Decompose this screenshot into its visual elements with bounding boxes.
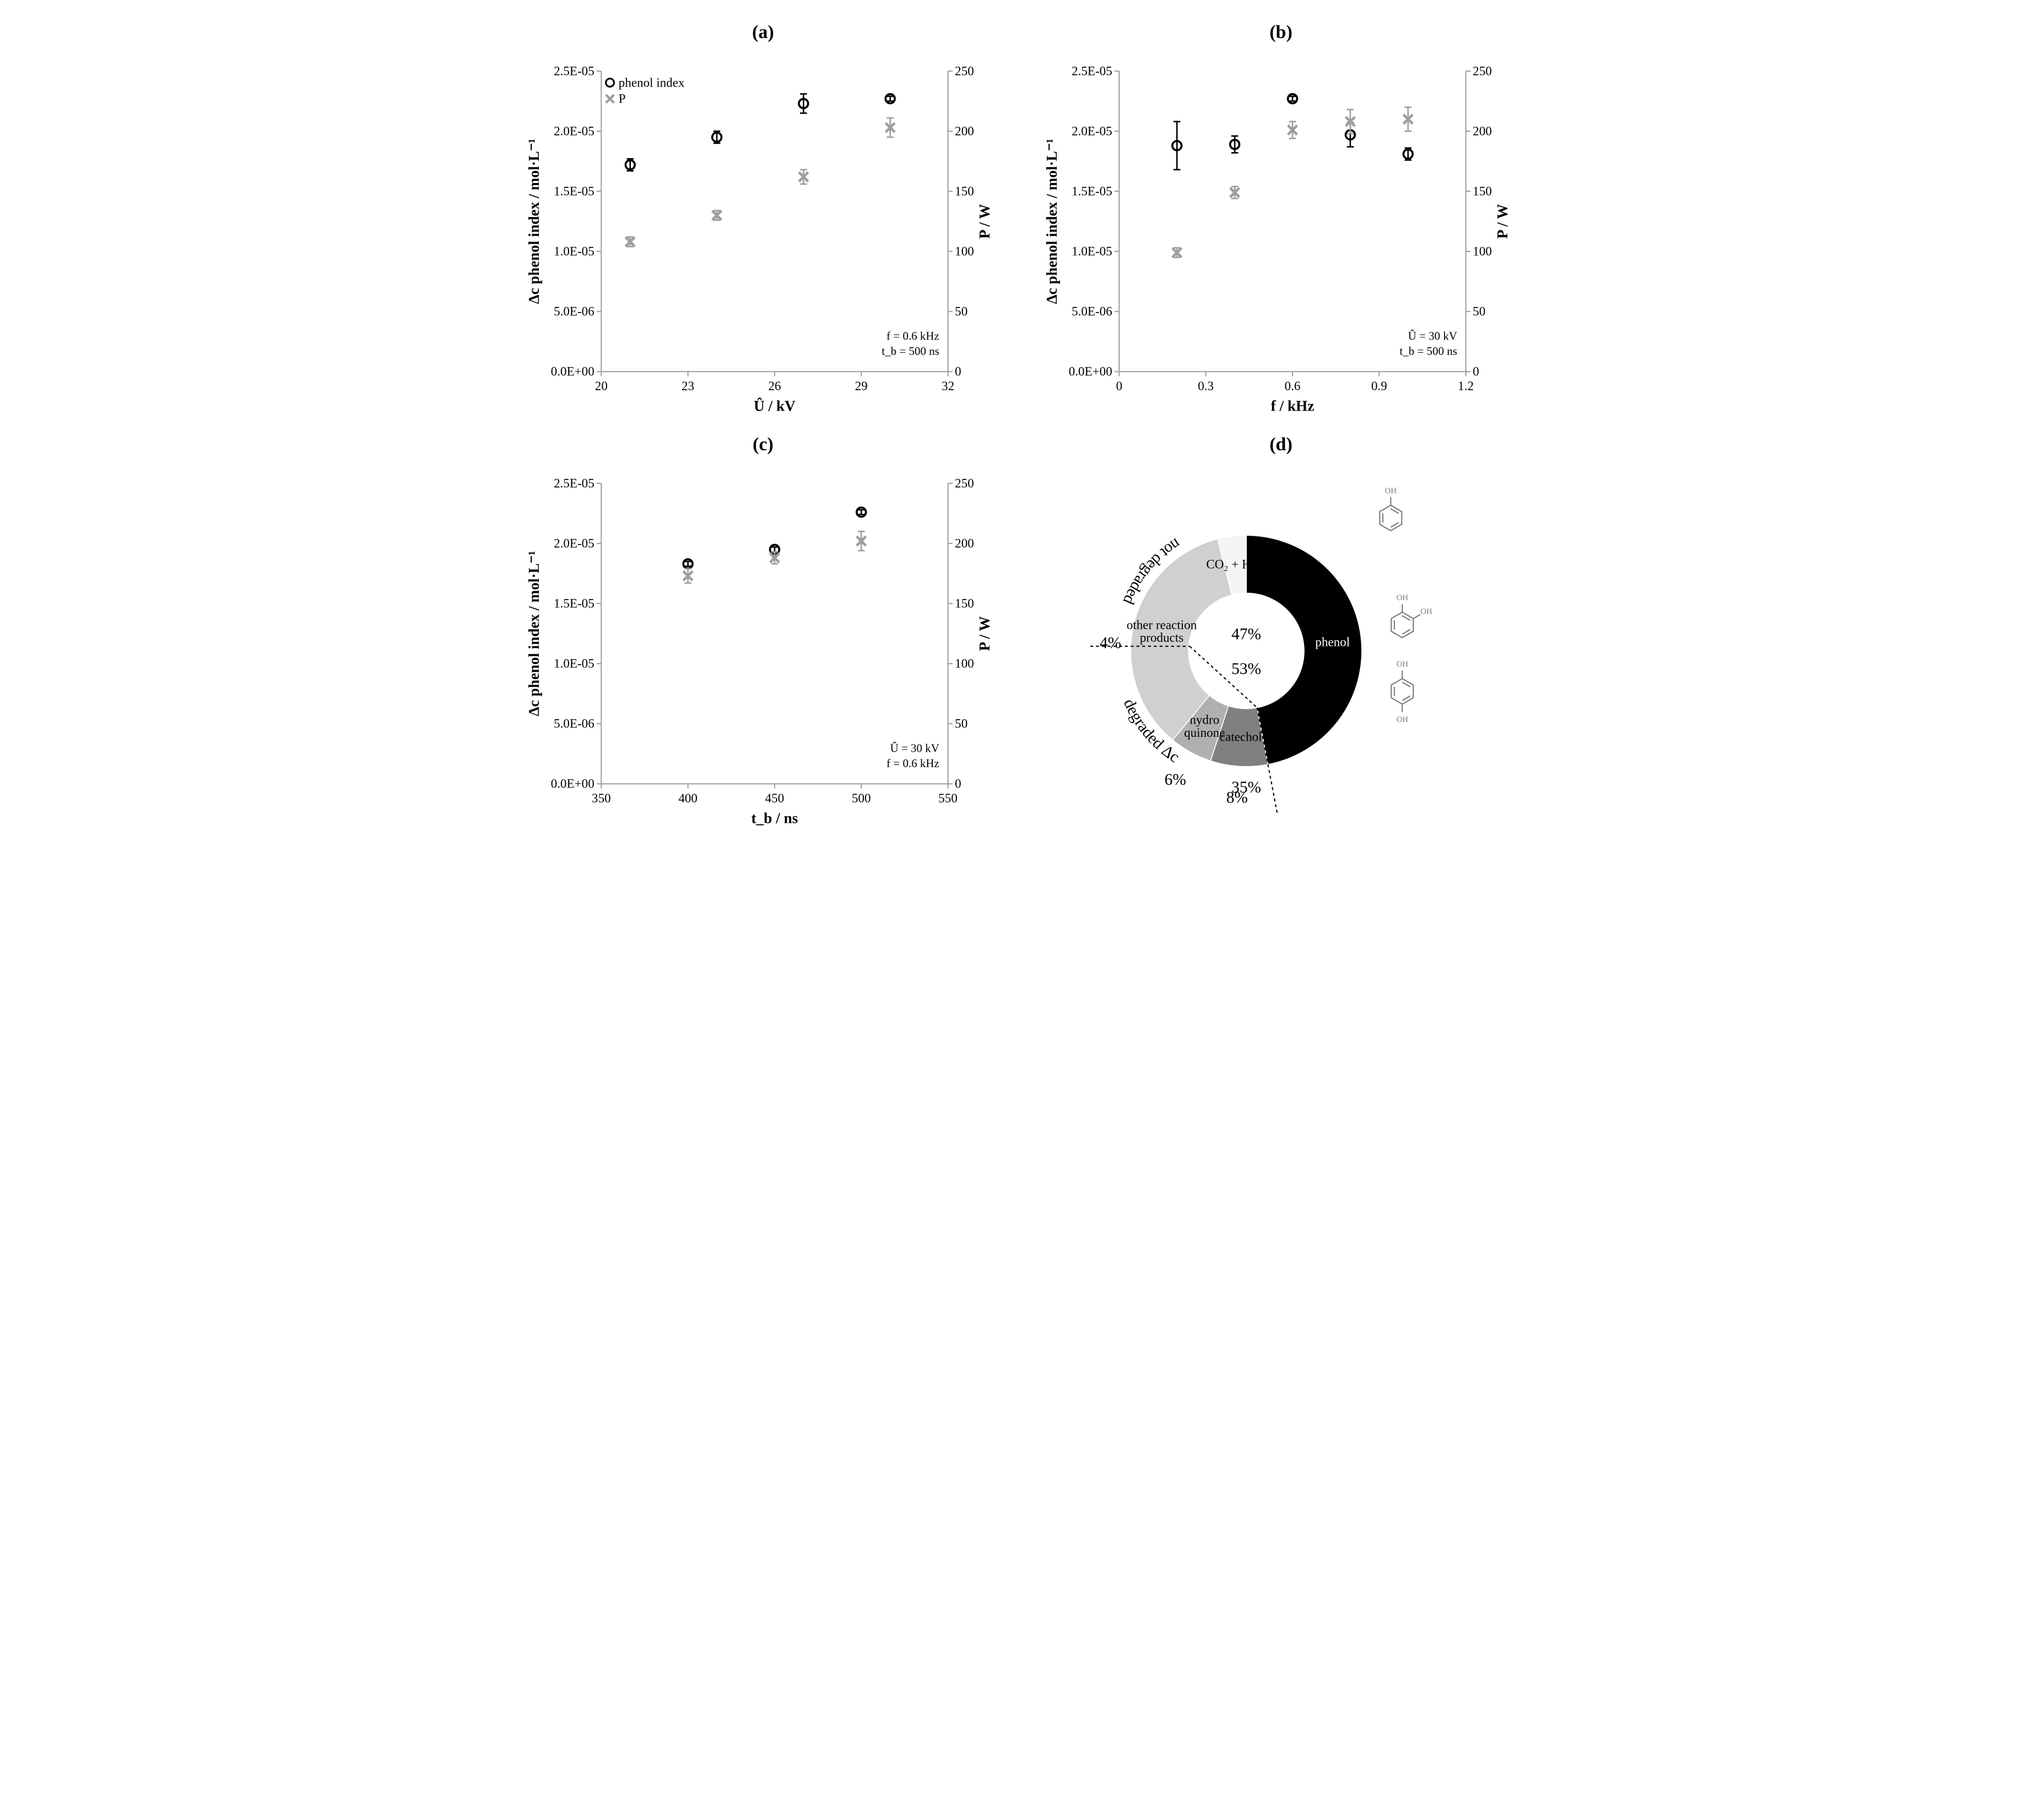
svg-text:phenol: phenol (1315, 635, 1350, 649)
svg-text:quinone: quinone (1184, 725, 1225, 740)
svg-text:47%: 47% (1231, 625, 1261, 643)
svg-text:t_b / ns: t_b / ns (751, 810, 798, 827)
chart-b: 0 0.3 0.6 0.9 1.2 0.0E+00 5.0E-06 1.0E-05 1.5E-0… (1044, 60, 1518, 418)
svg-text:6%: 6% (1165, 771, 1186, 789)
svg-text:Û = 30 kV: Û = 30 kV (890, 742, 939, 755)
svg-text:0.9: 0.9 (1371, 379, 1387, 393)
svg-text:2.5E-05: 2.5E-05 (1072, 63, 1112, 78)
chart-a: 20 23 26 29 32 0.0E+00 5.0E-06 1.0E-05 1.5E-05 2.… (526, 60, 1000, 418)
svg-text:0: 0 (955, 364, 961, 379)
svg-text:CO₂ + H₂O: CO₂ + H₂O (1206, 557, 1264, 571)
svg-text:1.5E-05: 1.5E-05 (554, 596, 594, 611)
svg-text:1.5E-05: 1.5E-05 (554, 184, 594, 198)
svg-text:Δc phenol index / mol·L⁻¹: Δc phenol index / mol·L⁻¹ (526, 551, 542, 716)
svg-text:450: 450 (765, 791, 785, 805)
svg-text:5.0E-06: 5.0E-06 (554, 716, 594, 731)
svg-text:250: 250 (1473, 63, 1492, 78)
svg-text:50: 50 (1473, 304, 1485, 319)
svg-text:OH: OH (1397, 594, 1409, 602)
panel-label-d: (d) (1044, 434, 1518, 455)
svg-text:Δc phenol index / mol·L⁻¹: Δc phenol index / mol·L⁻¹ (526, 139, 542, 304)
panel-label-c: (c) (526, 434, 1000, 455)
svg-text:P: P (619, 91, 626, 106)
svg-text:catechol: catechol (1220, 730, 1262, 744)
svg-text:Δc phenol index / mol·L⁻¹: Δc phenol index / mol·L⁻¹ (1044, 139, 1060, 304)
svg-text:20: 20 (595, 379, 608, 393)
svg-text:0.0E+00: 0.0E+00 (551, 364, 594, 379)
svg-text:f = 0.6 kHz: f = 0.6 kHz (886, 757, 939, 770)
svg-text:f / kHz: f / kHz (1271, 398, 1315, 414)
svg-text:1.5E-05: 1.5E-05 (1072, 184, 1112, 198)
svg-text:2.0E-05: 2.0E-05 (554, 536, 594, 551)
svg-text:1.2: 1.2 (1458, 379, 1474, 393)
svg-text:OH: OH (1420, 607, 1432, 616)
svg-text:0: 0 (1116, 379, 1123, 393)
svg-text:250: 250 (955, 63, 974, 78)
chart-c: 3504004505005500.0E+005.0E-061.0E-051.5E… (526, 472, 1000, 830)
svg-text:5.0E-06: 5.0E-06 (554, 304, 594, 319)
svg-text:4%: 4% (1100, 634, 1121, 652)
svg-text:P / W: P / W (1494, 204, 1511, 239)
svg-text:250: 250 (955, 476, 974, 490)
svg-text:32: 32 (942, 379, 954, 393)
svg-text:1.0E-05: 1.0E-05 (554, 244, 594, 258)
chart-d: phenolcatechol8%hydroquinone6%other reac… (1044, 472, 1518, 830)
svg-text:150: 150 (955, 596, 974, 611)
svg-text:400: 400 (678, 791, 697, 805)
panel-label-b: (b) (1044, 22, 1518, 43)
figure-grid: (a) (b) 20 23 26 29 32 0.0E+00 5.0E-06 1.0E-05 1… (526, 22, 1518, 830)
svg-text:550: 550 (938, 791, 958, 805)
svg-text:0.0E+00: 0.0E+00 (551, 776, 594, 791)
svg-text:53%: 53% (1231, 660, 1261, 678)
svg-text:26: 26 (768, 379, 781, 393)
svg-text:OH: OH (1397, 660, 1409, 669)
svg-text:1.0E-05: 1.0E-05 (554, 656, 594, 671)
svg-text:200: 200 (1473, 123, 1492, 138)
svg-text:100: 100 (955, 244, 974, 258)
svg-text:0: 0 (955, 776, 961, 791)
svg-text:phenol index: phenol index (619, 75, 685, 89)
svg-text:P / W: P / W (976, 204, 993, 239)
svg-text:100: 100 (955, 656, 974, 671)
svg-text:Û / kV: Û / kV (754, 398, 796, 414)
svg-text:0.3: 0.3 (1198, 379, 1214, 393)
svg-text:35%: 35% (1231, 779, 1261, 796)
svg-text:0.0E+00: 0.0E+00 (1069, 364, 1112, 379)
svg-text:P / W: P / W (976, 616, 993, 651)
svg-text:OH: OH (1385, 487, 1397, 495)
svg-text:2.0E-05: 2.0E-05 (1072, 123, 1112, 138)
svg-text:23: 23 (682, 379, 694, 393)
svg-text:2.5E-05: 2.5E-05 (554, 63, 594, 78)
svg-text:t_b = 500 ns: t_b = 500 ns (1399, 344, 1457, 358)
svg-text:OH: OH (1397, 715, 1409, 724)
svg-text:29: 29 (855, 379, 868, 393)
svg-text:0.6: 0.6 (1285, 379, 1301, 393)
panel-label-a: (a) (526, 22, 1000, 43)
svg-text:100: 100 (1473, 244, 1492, 258)
svg-text:f = 0.6 kHz: f = 0.6 kHz (886, 330, 939, 343)
svg-text:2.0E-05: 2.0E-05 (554, 123, 594, 138)
svg-text:50: 50 (955, 304, 967, 319)
svg-text:500: 500 (852, 791, 871, 805)
svg-text:Û = 30 kV: Û = 30 kV (1408, 330, 1457, 343)
svg-text:350: 350 (592, 791, 611, 805)
svg-text:t_b = 500 ns: t_b = 500 ns (882, 344, 939, 358)
svg-text:0: 0 (1473, 364, 1479, 379)
svg-text:150: 150 (955, 184, 974, 198)
svg-text:50: 50 (955, 716, 967, 731)
svg-text:200: 200 (955, 123, 974, 138)
svg-text:200: 200 (955, 536, 974, 551)
svg-text:1.0E-05: 1.0E-05 (1072, 244, 1112, 258)
svg-text:2.5E-05: 2.5E-05 (554, 476, 594, 490)
svg-text:5.0E-06: 5.0E-06 (1072, 304, 1112, 319)
svg-text:150: 150 (1473, 184, 1492, 198)
svg-text:products: products (1140, 630, 1183, 645)
